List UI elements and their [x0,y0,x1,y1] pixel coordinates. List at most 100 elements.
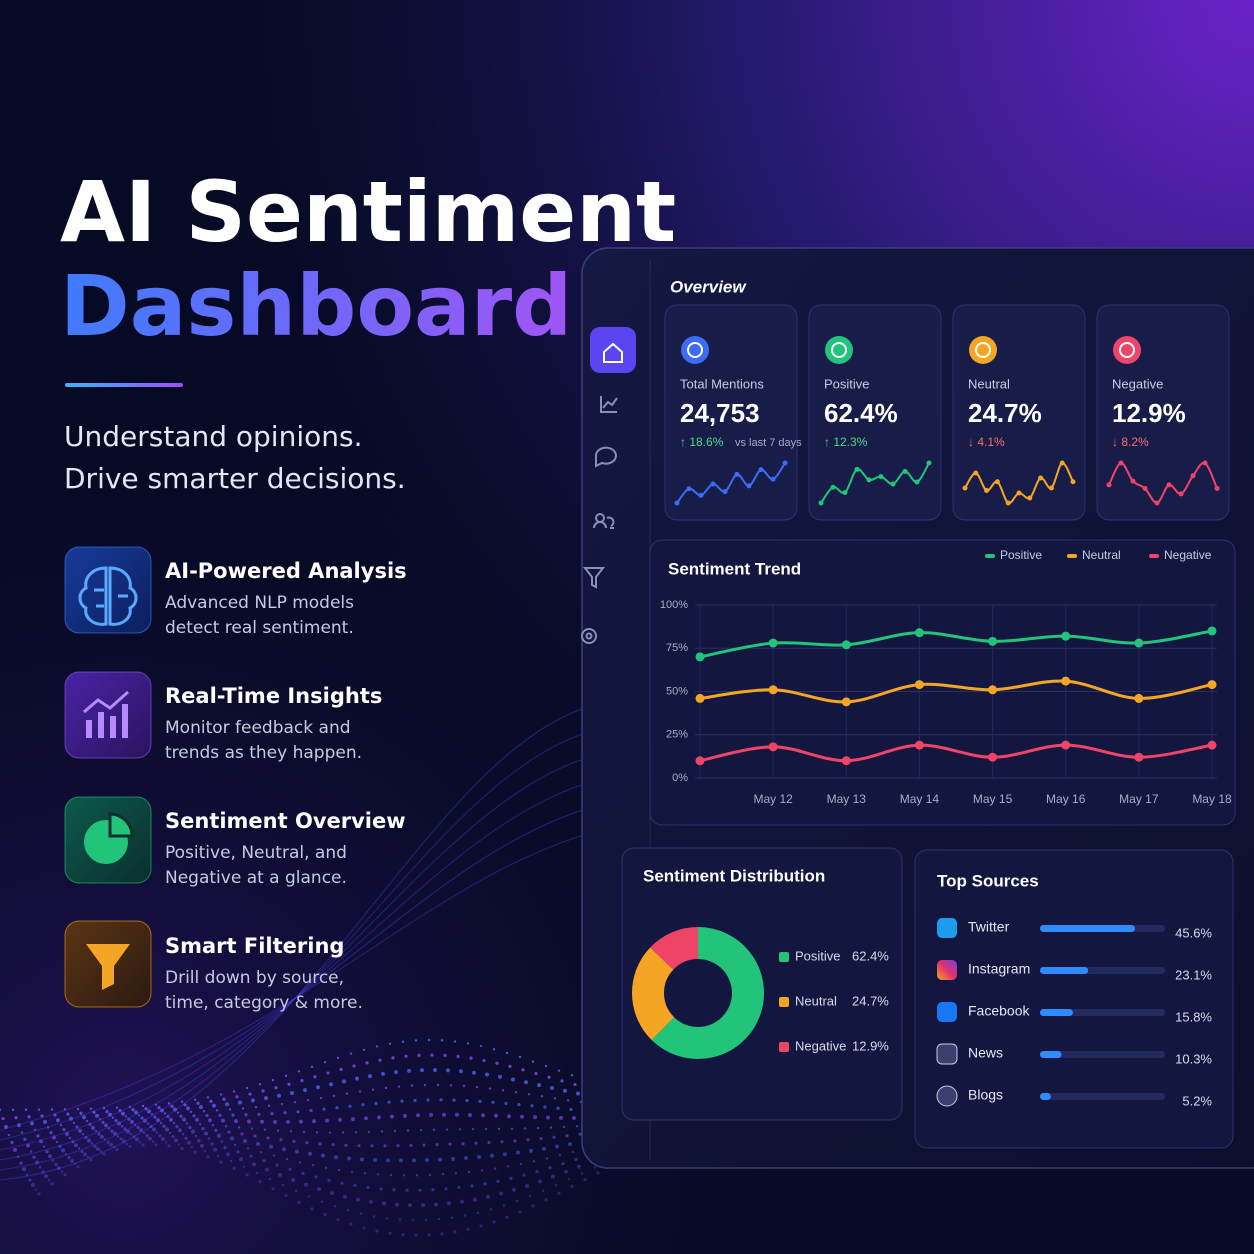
decor-dot [498,1074,502,1079]
decor-dot [516,1150,520,1155]
decor-dot [219,1160,223,1164]
series-point [841,756,851,766]
decor-dot [111,1116,115,1119]
decor-dot [475,1085,479,1089]
decor-dot [375,1229,379,1233]
decor-dot [533,1115,537,1120]
decor-dot [483,1182,487,1186]
decor-dot [222,1097,226,1101]
decor-dot [474,1141,478,1145]
source-icon [936,1085,958,1107]
decor-dot [102,1107,106,1110]
decor-dot [116,1135,120,1138]
decor-dot [82,1115,86,1120]
kpi-value: 12.9% [1112,398,1186,428]
decor-dot [528,1194,532,1198]
decor-dot [520,1114,524,1119]
decor-dot [232,1166,236,1170]
decor-curve [0,749,621,1161]
nav-filter[interactable] [582,567,606,589]
decor-dot [345,1092,349,1095]
decor-dot [24,1108,28,1111]
sparkline-point [1005,500,1011,506]
source-name: Facebook [968,1003,1030,1019]
decor-dot [473,1197,477,1202]
decor-dot [310,1207,314,1211]
nav-users[interactable] [593,513,615,529]
decor-dot [50,1108,54,1111]
series-point [914,740,924,750]
decor-dot [566,1099,570,1102]
decor-dot [76,1164,80,1169]
decor-dot [165,1127,169,1132]
decor-dot [147,1109,151,1114]
decor-dot [338,1117,342,1122]
decor-dot [377,1115,381,1120]
decor-dot [297,1200,301,1204]
kpi-icon-inner [975,342,991,358]
decor-dot [89,1157,93,1162]
decor-dot [418,1188,422,1192]
decor-dot [220,1140,224,1143]
decor-dot [288,1167,292,1171]
funnel-icon [86,944,130,990]
decor-dot [153,1115,157,1119]
bar [1040,925,1135,932]
decor-dot [316,1085,320,1090]
decor-dot [52,1135,56,1140]
nav-messages[interactable] [595,446,617,468]
x-tick-label: May 12 [753,792,793,806]
feature-description: trends as they happen. [165,743,362,763]
decor-dot [508,1064,512,1068]
nav-home[interactable] [590,327,636,373]
decor-dot [452,1098,456,1102]
decor-dot [228,1108,232,1111]
decor-dot [10,1141,14,1145]
bar [1040,1093,1051,1100]
decor-dot [456,1054,460,1059]
feature-icon [64,546,152,634]
decor-dot [234,1119,238,1124]
decor-dot [466,1042,470,1045]
decor-dot [125,1142,129,1146]
feature-title: Sentiment Overview [165,809,406,833]
decor-dot [243,1139,247,1144]
decor-dot [196,1101,200,1105]
decor-dot [274,1086,278,1090]
sparkline-point [770,476,776,482]
decor-dot [402,1174,406,1177]
decor-dot [381,1071,385,1076]
decor-dot [204,1131,208,1136]
decor-dot [131,1108,135,1112]
decor-dot [26,1143,30,1148]
decor-dot [323,1212,327,1217]
decor-dot [294,1189,298,1193]
decor-dot [134,1110,138,1115]
sparkline-point [962,485,968,491]
nav-trends[interactable] [600,396,618,413]
decor-dot [472,1070,476,1075]
decor-dot [311,1164,315,1167]
decor-dot [299,1119,303,1124]
sparkline-point [782,460,788,466]
decor-dot [242,1165,246,1169]
decor-dot [75,1125,79,1129]
decor-dot [388,1231,392,1235]
nav-settings[interactable] [581,628,597,644]
decor-dot [102,1152,106,1156]
decor-dot [40,1114,44,1118]
decor-dot [567,1178,571,1181]
source-icon [937,1002,957,1022]
decor-dot [480,1169,484,1172]
decor-dot [173,1107,177,1112]
decor-dot [227,1130,231,1134]
decor-dot [464,1155,468,1160]
decor-dot [423,1083,427,1087]
decor-dot [326,1071,330,1075]
decor-dot [367,1130,371,1134]
decor-dot [137,1114,141,1117]
decor-dot [121,1111,125,1116]
dashboard-content: Total Mentions 24,753 ↑ 18.6% vs last 7 day… [621,304,1236,1149]
decor-dot [215,1109,219,1112]
